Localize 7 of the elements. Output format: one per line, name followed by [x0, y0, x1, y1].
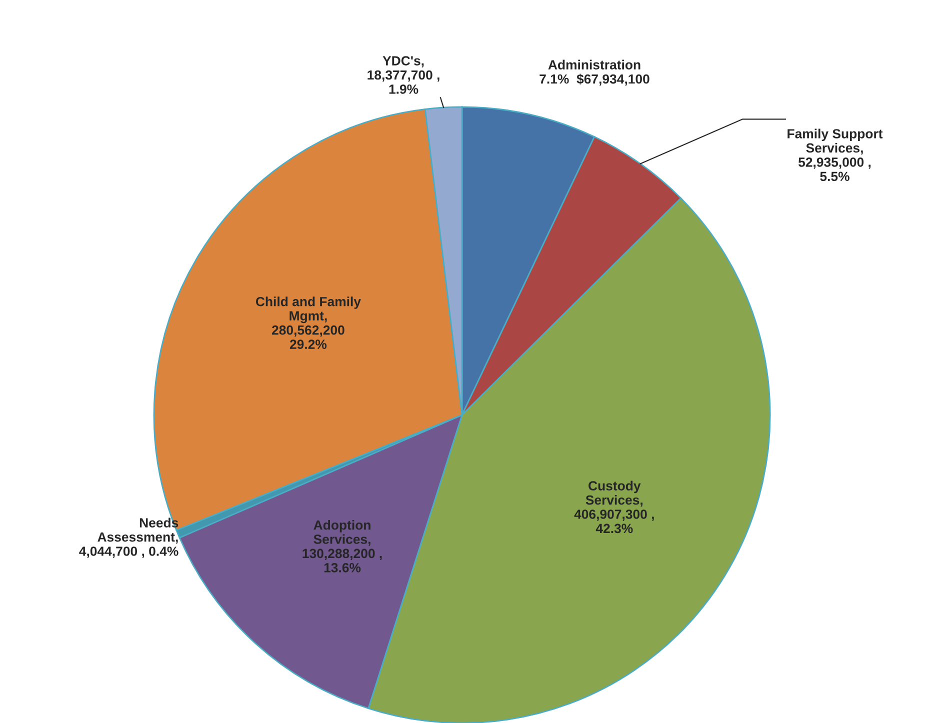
- slice-label: YDC's, 18,377,700 , 1.9%: [368, 56, 440, 94]
- slice-label: Administration: [548, 60, 640, 70]
- slice-label: Family Support Services, 52,935,000 , 5.5%: [788, 128, 883, 182]
- slice-label: Adoption Services, 130,288,200 , 13.6%: [302, 520, 382, 572]
- data-label: 7.1% $67,934,100: [540, 74, 650, 86]
- slice-label: Child and Family Mgmt, 280,562,200 29.2%: [256, 296, 361, 349]
- slice-label: Custody Services, 406,907,300 , 42.3%: [574, 480, 654, 534]
